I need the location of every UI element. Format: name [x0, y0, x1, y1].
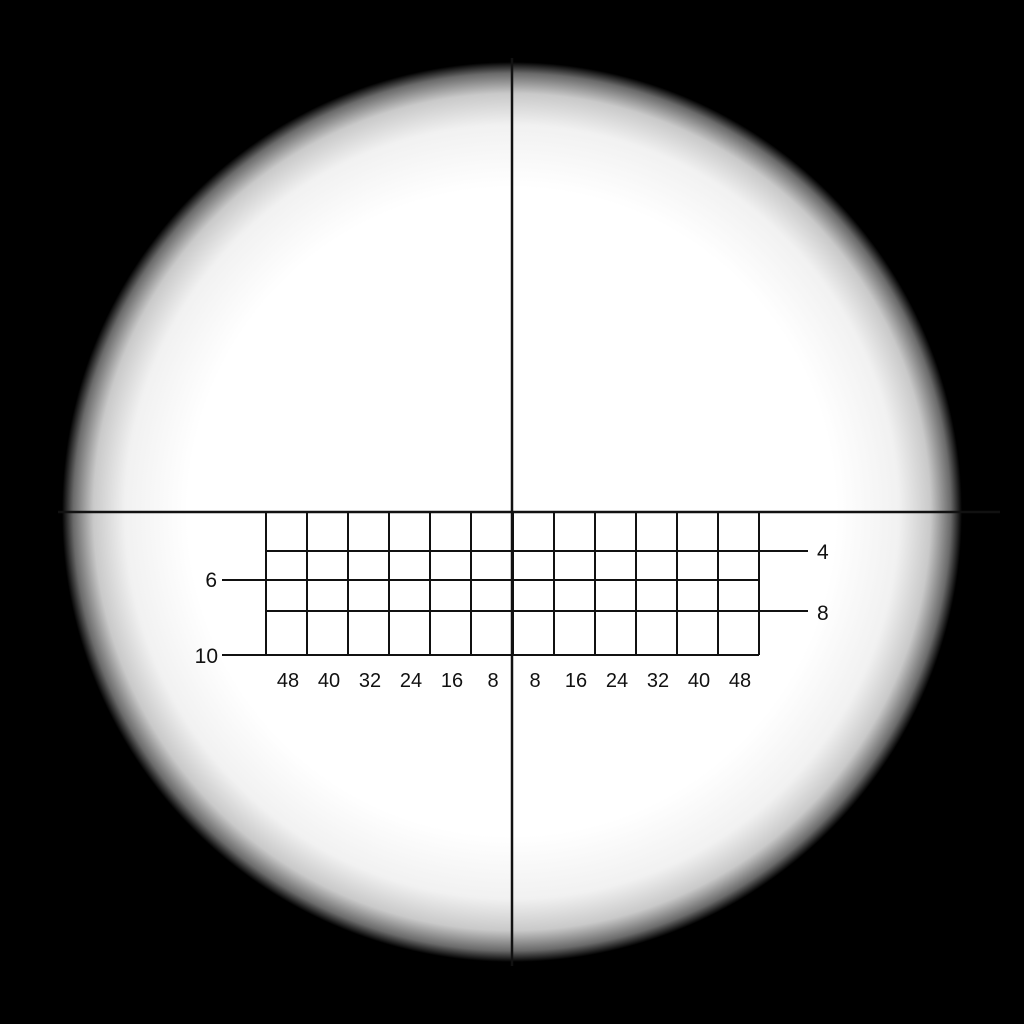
tick-left-32: 32 [359, 670, 381, 692]
tick-right-32: 32 [647, 670, 669, 692]
tick-right-40: 40 [688, 670, 710, 692]
range-marker-left-10: 10 [195, 645, 218, 668]
tick-right-24: 24 [606, 670, 628, 692]
tick-left-16: 16 [441, 670, 463, 692]
tick-right-8: 8 [529, 670, 540, 692]
range-marker-right-8: 8 [817, 602, 829, 625]
range-marker-left-6: 6 [205, 569, 217, 592]
rangefinder-grid [222, 512, 808, 656]
tick-left-40: 40 [318, 670, 340, 692]
tick-left-48: 48 [277, 670, 299, 692]
range-markers: 6 10 4 8 [195, 541, 829, 668]
tick-right-48: 48 [729, 670, 751, 692]
tick-right-16: 16 [565, 670, 587, 692]
range-marker-right-4: 4 [817, 541, 829, 564]
tick-left-8: 8 [487, 670, 498, 692]
tick-left-24: 24 [400, 670, 422, 692]
horizontal-scale: 48 40 32 24 16 8 8 16 24 32 40 48 [277, 670, 751, 692]
